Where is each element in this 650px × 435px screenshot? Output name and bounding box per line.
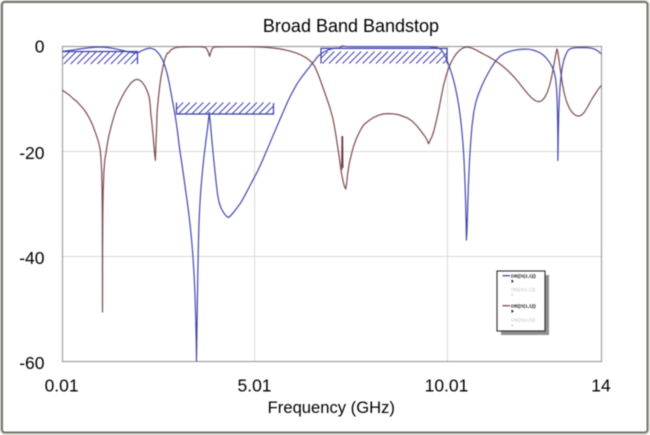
svg-text:-20: -20 — [19, 143, 45, 163]
svg-text:-60: -60 — [19, 353, 45, 373]
svg-text:DB(|S(1,1)|): DB(|S(1,1)|) — [511, 287, 536, 292]
svg-text:Broad Band Bandstop: Broad Band Bandstop — [263, 16, 439, 36]
svg-text:-40: -40 — [19, 248, 45, 268]
svg-text:5.01: 5.01 — [237, 376, 271, 396]
svg-text:0: 0 — [35, 37, 45, 57]
svg-text:DB(|S(1,1)|): DB(|S(1,1)|) — [511, 304, 536, 309]
svg-text:14: 14 — [591, 376, 611, 396]
svg-text:0.01: 0.01 — [45, 376, 79, 396]
svg-text:DB(|S(4,3)|): DB(|S(4,3)|) — [511, 318, 536, 323]
svg-text:10.01: 10.01 — [425, 376, 469, 396]
svg-text:DB(|S(2,1)|): DB(|S(2,1)|) — [511, 274, 536, 279]
svg-text:Frequency (GHz): Frequency (GHz) — [268, 398, 395, 417]
